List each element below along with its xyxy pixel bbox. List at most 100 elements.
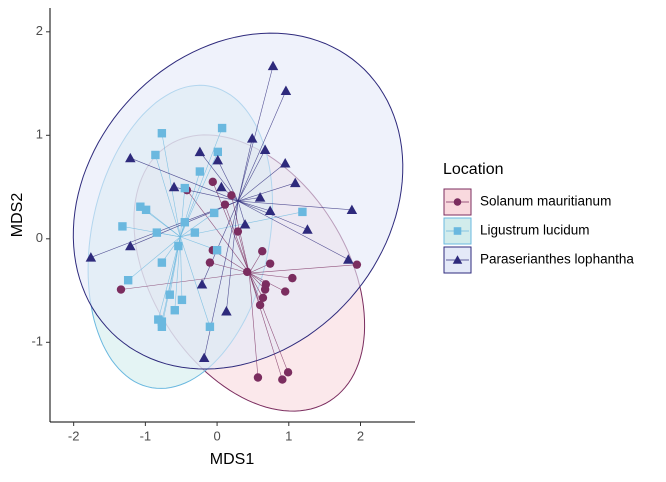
- x-axis-label: MDS1: [210, 451, 255, 468]
- spider-line: [237, 200, 308, 230]
- point: [118, 222, 127, 231]
- x-tick-label: 2: [357, 428, 364, 443]
- spider-line: [186, 189, 250, 274]
- point: [205, 322, 215, 331]
- y-tick-label: 2: [36, 23, 43, 38]
- point: [343, 254, 354, 264]
- point: [265, 259, 275, 268]
- point: [208, 177, 217, 187]
- point: [123, 276, 133, 285]
- point: [280, 85, 292, 95]
- point: [220, 200, 230, 209]
- point: [177, 295, 187, 305]
- point: [243, 267, 252, 277]
- spider-line: [249, 264, 357, 274]
- spider-line: [145, 209, 181, 238]
- point: [279, 158, 291, 168]
- point: [157, 322, 167, 331]
- point: [141, 205, 151, 215]
- y-tick-label: -1: [31, 334, 43, 349]
- point: [157, 129, 167, 138]
- point: [170, 306, 179, 315]
- point: [216, 181, 227, 192]
- point: [281, 287, 290, 296]
- point: [213, 147, 222, 157]
- point: [205, 258, 215, 267]
- point: [346, 204, 358, 215]
- point: [190, 228, 200, 237]
- x-tick-label: -2: [68, 428, 80, 443]
- spider-line: [161, 133, 181, 237]
- legend-label: Solanum mauritianum: [480, 194, 611, 209]
- point: [261, 280, 271, 289]
- spider-line: [161, 236, 181, 263]
- spider-line: [237, 182, 296, 202]
- point: [152, 228, 162, 237]
- point: [288, 273, 297, 283]
- y-axis-label: MDS2: [9, 193, 26, 238]
- point: [352, 260, 362, 269]
- spider-line: [226, 201, 239, 312]
- spider-line: [237, 138, 253, 202]
- spider-line: [157, 236, 181, 320]
- point: [264, 205, 276, 216]
- spider-line: [237, 90, 287, 202]
- legend-marker: [453, 227, 462, 235]
- spider-line: [127, 236, 181, 281]
- point: [165, 290, 174, 299]
- point: [253, 373, 263, 382]
- ellipse-layer: [72, 32, 404, 412]
- spider-line: [180, 211, 303, 238]
- point: [174, 241, 183, 251]
- point: [194, 146, 206, 157]
- point: [125, 152, 136, 163]
- spider-line: [237, 200, 246, 225]
- y-tick-label: 1: [36, 127, 43, 142]
- point: [258, 293, 268, 302]
- spider-line: [237, 163, 286, 202]
- point: [168, 181, 180, 192]
- point: [210, 208, 219, 218]
- point: [254, 192, 266, 202]
- spider-line: [180, 188, 186, 237]
- point-layer: [85, 60, 362, 384]
- point: [278, 375, 287, 384]
- spider-line: [209, 262, 250, 274]
- point: [298, 207, 307, 217]
- spider-line: [161, 236, 181, 322]
- spider-line: [120, 272, 250, 290]
- point: [195, 167, 205, 176]
- point: [289, 177, 301, 188]
- point: [221, 306, 232, 316]
- spider-line: [155, 154, 181, 237]
- point: [151, 150, 160, 160]
- point: [157, 317, 167, 326]
- point: [239, 219, 251, 229]
- spider-line: [237, 200, 271, 212]
- point: [246, 133, 258, 143]
- spider-line: [237, 149, 266, 202]
- point: [180, 218, 190, 227]
- spider-line: [224, 204, 250, 274]
- point: [212, 154, 224, 165]
- spider-line: [248, 251, 263, 274]
- point: [180, 183, 190, 193]
- point: [302, 224, 313, 234]
- point: [267, 60, 279, 71]
- point: [233, 227, 243, 236]
- point: [136, 202, 145, 211]
- x-tick-label: 0: [213, 428, 220, 443]
- spider-line: [248, 272, 264, 298]
- point: [125, 240, 136, 251]
- spider-line: [249, 272, 293, 279]
- legend-marker: [453, 198, 462, 206]
- spider-line: [237, 197, 261, 202]
- y-tick-label: 0: [36, 230, 43, 245]
- point: [212, 245, 222, 255]
- point: [255, 300, 265, 310]
- point: [116, 285, 126, 294]
- point: [217, 123, 227, 133]
- spider-line: [238, 200, 352, 211]
- x-tick-label: -1: [140, 428, 152, 443]
